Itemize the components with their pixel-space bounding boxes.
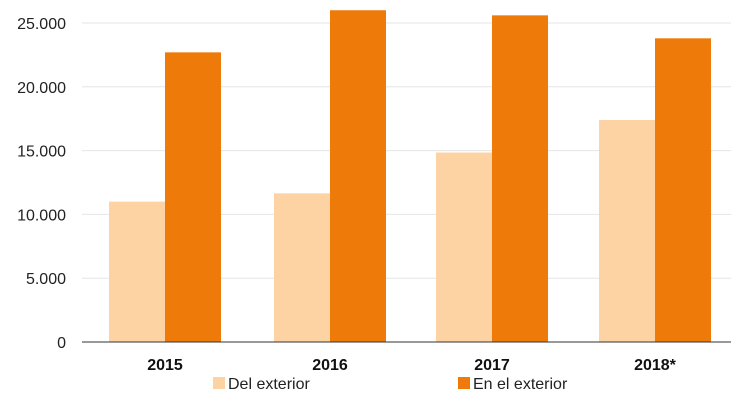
y-tick-label: 25.000 — [17, 16, 66, 33]
bar-en-el-exterior-3 — [655, 38, 711, 342]
bar-en-el-exterior-0 — [165, 52, 221, 343]
y-tick-label: 20.000 — [17, 80, 66, 97]
legend-label: En el exterior — [473, 376, 568, 393]
y-tick-label: 10.000 — [17, 207, 66, 224]
x-tick-label: 2015 — [147, 357, 183, 374]
x-tick-labels: 2015 2016 2017 2018* — [147, 357, 676, 374]
legend-swatch — [458, 377, 470, 389]
legend: Del exterior En el exterior — [213, 376, 568, 393]
y-tick-label: 0 — [57, 335, 66, 352]
y-tick-label: 15.000 — [17, 144, 66, 161]
x-tick-label: 2018* — [634, 357, 677, 374]
x-tick-label: 2017 — [474, 357, 510, 374]
bar-del-exterior-0 — [109, 201, 165, 342]
bar-del-exterior-3 — [599, 119, 655, 342]
bar-del-exterior-1 — [274, 193, 330, 342]
x-tick-label: 2016 — [312, 357, 348, 374]
legend-label: Del exterior — [228, 376, 310, 393]
y-tick-label: 5.000 — [26, 271, 66, 288]
y-tick-labels: 0 5.000 10.000 15.000 20.000 25.000 — [17, 16, 66, 352]
legend-swatch — [213, 377, 225, 389]
bar-del-exterior-2 — [436, 152, 492, 342]
bars — [109, 10, 711, 343]
bar-en-el-exterior-2 — [492, 15, 548, 343]
bar-en-el-exterior-1 — [330, 10, 386, 343]
